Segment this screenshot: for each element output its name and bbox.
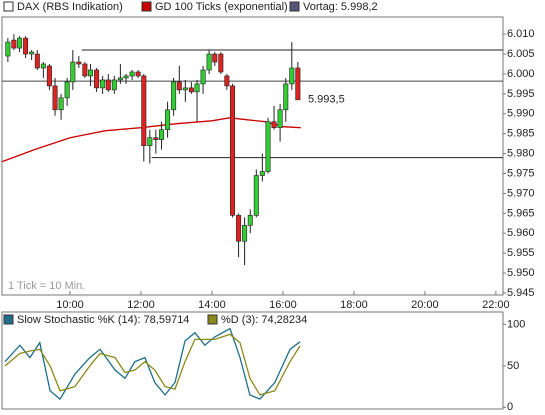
candle-body: [135, 71, 141, 77]
candle-body: [236, 215, 242, 242]
candle-body: [230, 85, 236, 216]
legend-label: Slow Stochastic %K (14): 78,59714: [17, 314, 189, 326]
candle-body: [105, 79, 111, 91]
candle-body: [70, 61, 76, 83]
candle-body: [242, 225, 248, 242]
x-tick-label: 10:00: [56, 299, 84, 311]
y-tick-label: 6.000: [507, 68, 535, 80]
candle-body: [23, 37, 29, 55]
y-tick-label: 0: [507, 401, 513, 413]
candle-body: [212, 53, 218, 63]
candle-body: [176, 81, 182, 91]
candle-body: [200, 69, 206, 85]
candle-body: [295, 67, 301, 101]
legend-swatch: [289, 1, 300, 12]
candle-body: [147, 137, 153, 146]
y-tick-label: 6.010: [507, 28, 535, 40]
last-label: 5.993,5: [308, 94, 345, 106]
candle-body: [265, 121, 271, 172]
candle-body: [283, 83, 289, 111]
candle-body: [141, 75, 147, 146]
candle-body: [159, 129, 165, 140]
candle-body: [94, 69, 100, 89]
y-tick-label: 50: [507, 360, 519, 372]
candle-body: [247, 215, 253, 226]
candle-body: [218, 53, 224, 73]
legend-label: Vortag: 5.998,2: [303, 1, 378, 13]
candle-body: [171, 81, 177, 111]
y-tick-label: 5.965: [507, 207, 535, 219]
x-tick-label: 12:00: [127, 299, 155, 311]
legend-label: GD 100 Ticks (exponential): [155, 1, 288, 13]
stoch-frame: [1, 311, 504, 410]
x-tick-label: 14:00: [198, 299, 226, 311]
candle-body: [123, 75, 129, 79]
legend-swatch: [3, 1, 14, 12]
y-tick-label: 6.005: [507, 48, 535, 60]
stoch-line: [4, 333, 301, 396]
x-tick-label: 20:00: [411, 299, 439, 311]
legend-swatch: [141, 1, 152, 12]
candle-body: [82, 63, 88, 77]
candle-body: [88, 69, 94, 77]
candle-body: [259, 171, 265, 176]
candle-body: [182, 87, 188, 91]
candle-body: [224, 75, 230, 87]
candle-body: [17, 37, 23, 49]
legend-label: %D (3): 74,28234: [221, 314, 307, 326]
candle-body: [117, 77, 123, 81]
candle-body: [253, 175, 259, 216]
y-tick-label: 5.945: [507, 287, 535, 299]
candle-body: [52, 85, 58, 111]
legend-swatch: [207, 314, 218, 325]
candle-body: [111, 79, 117, 91]
y-tick-label: 5.985: [507, 128, 535, 140]
candle-body: [29, 51, 35, 55]
candle-body: [46, 65, 52, 87]
candle-body: [5, 41, 11, 57]
candle-body: [100, 79, 106, 89]
x-tick-label: 18:00: [340, 299, 368, 311]
candle-body: [194, 83, 200, 93]
note: 1 Tick = 10 Min.: [8, 280, 85, 292]
y-tick-label: 5.990: [507, 108, 535, 120]
y-tick-label: 5.960: [507, 227, 535, 239]
legend-label: DAX (RBS Indikation): [17, 1, 123, 13]
candle-body: [129, 71, 135, 77]
candle-body: [289, 67, 295, 85]
x-tick-label: 16:00: [269, 299, 297, 311]
candle-body: [64, 81, 70, 99]
candle-body: [153, 137, 159, 140]
candle-body: [206, 53, 212, 71]
legend-swatch: [3, 314, 14, 325]
candle-body: [40, 63, 46, 69]
y-tick-label: 5.975: [507, 167, 535, 179]
candle-body: [188, 87, 194, 93]
stoch-line: [4, 327, 301, 401]
y-tick-label: 5.980: [507, 148, 535, 160]
main-frame: [1, 16, 504, 296]
last-label-box: [305, 92, 360, 107]
y-tick-label: 100: [507, 318, 525, 330]
candle-body: [34, 53, 40, 69]
y-tick-label: 5.955: [507, 247, 535, 259]
y-tick-label: 5.970: [507, 187, 535, 199]
candle-body: [271, 121, 277, 129]
x-tick-label: 22:00: [482, 299, 510, 311]
y-tick-label: 5.950: [507, 267, 535, 279]
y-tick-label: 5.995: [507, 88, 535, 100]
candle-body: [58, 97, 64, 111]
candle-body: [76, 61, 82, 65]
candle-body: [11, 39, 17, 49]
candle-body: [165, 109, 171, 131]
candle-body: [277, 109, 283, 129]
